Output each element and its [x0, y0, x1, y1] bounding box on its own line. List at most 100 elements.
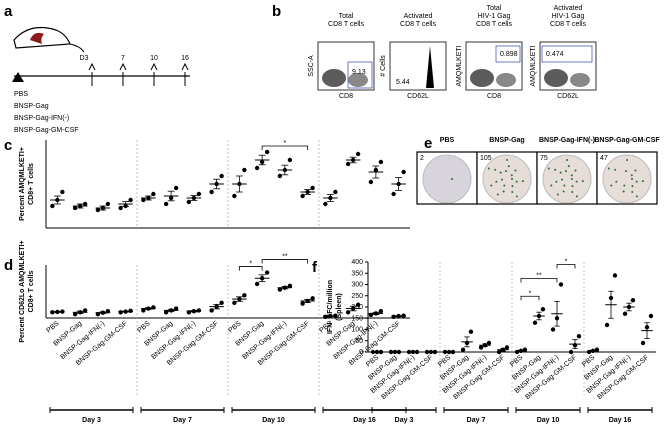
- y-axis-label: Percent CD62Lo AMQMLKETI+: [19, 240, 26, 342]
- spot: [515, 195, 518, 198]
- data-point: [141, 197, 146, 203]
- data-point: [622, 311, 628, 316]
- spot: [631, 178, 633, 180]
- data-point: [355, 302, 361, 307]
- cell-cloud: [544, 69, 568, 87]
- mouse-icon: [13, 27, 85, 53]
- spot: [504, 170, 507, 173]
- spot: [495, 180, 498, 183]
- well-name: BNSP-Gag: [489, 137, 524, 144]
- spot-count: 2: [420, 155, 424, 162]
- spot: [624, 170, 627, 173]
- data-point: [277, 287, 283, 292]
- well-name: BNSP-Gag-GM-CSF: [594, 137, 660, 144]
- data-point: [277, 173, 283, 179]
- y-axis-label: (Spleen): [336, 293, 343, 321]
- significance-label: *: [249, 261, 252, 268]
- data-point: [163, 310, 169, 315]
- well: [542, 154, 592, 204]
- significance-bracket: [556, 264, 576, 269]
- data-point: [242, 293, 247, 298]
- data-point: [242, 167, 247, 173]
- data-point: [82, 201, 88, 207]
- data-point: [478, 345, 484, 350]
- spot: [514, 169, 517, 172]
- timepoint: 7: [121, 55, 125, 62]
- spot: [561, 178, 564, 181]
- y-axis-label: Percent AMQMLKETI+: [19, 147, 26, 221]
- plot-title: CD8 T cells: [476, 21, 512, 28]
- plot-title: CD8 T cells: [550, 21, 586, 28]
- timepoint: D3: [80, 55, 89, 62]
- data-point: [72, 205, 78, 211]
- panel-label: b: [272, 3, 281, 20]
- data-point: [151, 191, 156, 197]
- data-point: [345, 161, 351, 167]
- y-axis-label: CD8+ T cells: [28, 270, 35, 312]
- spot-count: 105: [480, 155, 492, 162]
- day-label: Day 10: [262, 417, 285, 424]
- day-label: Day 3: [82, 417, 101, 424]
- y-tick-label: 0: [359, 349, 363, 356]
- plot-title: Activated: [554, 5, 583, 12]
- data-point: [496, 349, 502, 355]
- spot: [503, 184, 506, 187]
- data-point: [323, 201, 328, 207]
- spot: [622, 190, 625, 193]
- arrow-head: [181, 62, 189, 71]
- data-point: [82, 308, 88, 313]
- cell-cloud: [470, 69, 494, 87]
- significance-label: **: [536, 273, 542, 280]
- spot: [631, 190, 634, 193]
- spot-count: 47: [600, 155, 608, 162]
- data-point: [378, 159, 384, 165]
- data-point: [141, 308, 146, 313]
- spot: [581, 180, 584, 183]
- plot-frame: [389, 41, 447, 91]
- gate: [347, 61, 373, 89]
- data-point: [50, 203, 55, 209]
- day-label: Day 10: [537, 417, 560, 424]
- spot: [563, 184, 566, 187]
- spot: [610, 184, 613, 187]
- data-point: [219, 300, 224, 306]
- data-point: [95, 207, 101, 213]
- arrow-head: [150, 62, 158, 71]
- spot: [515, 180, 518, 183]
- spot: [511, 178, 513, 180]
- spot: [547, 167, 550, 170]
- plot-title: CD8 T cells: [328, 21, 364, 28]
- data-point: [105, 201, 111, 207]
- spot: [556, 193, 559, 196]
- x-axis-label: CD8: [487, 93, 501, 100]
- data-point: [232, 193, 237, 199]
- data-point: [118, 310, 123, 315]
- cell-cloud: [570, 73, 590, 87]
- timepoint: 16: [181, 55, 189, 62]
- gate-value: 5.44: [396, 79, 410, 86]
- spot: [451, 178, 453, 180]
- data-point: [640, 340, 646, 346]
- y-axis-label: IFN- SFC/million: [327, 280, 334, 334]
- significance-label: *: [565, 259, 568, 266]
- data-point: [60, 189, 65, 195]
- data-point: [612, 273, 618, 278]
- x-tick-label: PBS: [136, 320, 151, 335]
- cell-cloud: [348, 73, 368, 87]
- data-point: [345, 310, 351, 315]
- plot-title: Activated: [404, 13, 433, 20]
- x-axis-label: CD8: [339, 93, 353, 100]
- y-axis-label: SSC-A: [308, 55, 315, 77]
- data-point: [532, 320, 538, 325]
- plot-title: CD8 T cells: [400, 21, 436, 28]
- spot: [614, 168, 617, 171]
- gate-value: 0.474: [546, 51, 564, 58]
- cell-cloud: [322, 69, 346, 87]
- spot: [511, 190, 514, 193]
- data-point: [128, 308, 133, 314]
- panel-label: d: [4, 257, 13, 274]
- panel-label: f: [312, 259, 318, 276]
- spot: [607, 167, 610, 170]
- spot: [559, 171, 562, 174]
- data-point: [300, 193, 305, 199]
